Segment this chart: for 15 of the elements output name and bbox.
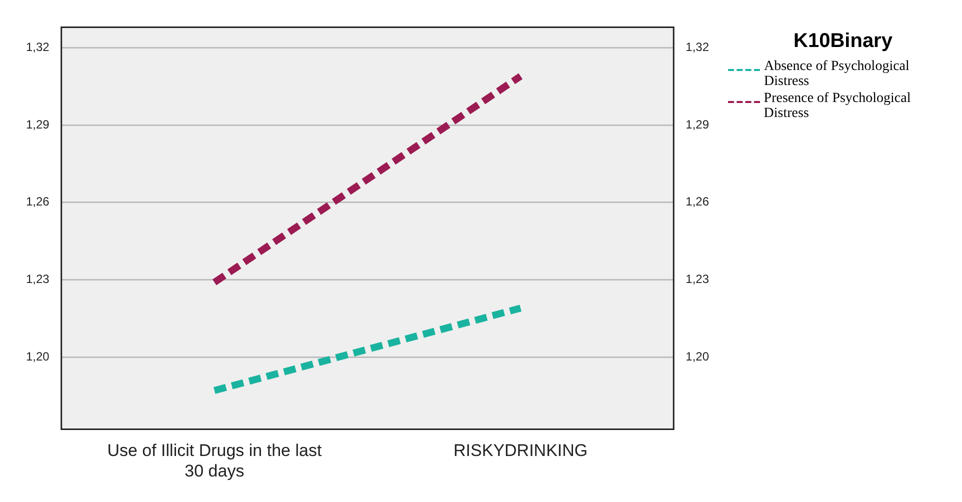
y2-tick-label: 1,23	[686, 272, 710, 286]
y-tick-label: 1,26	[26, 194, 50, 209]
y2-tick-label: 1,32	[686, 40, 710, 54]
y-tick-label: 1,23	[26, 272, 50, 286]
y-tick-label: 1,29	[26, 117, 50, 132]
y2-tick-label: 1,26	[686, 194, 710, 209]
y2-tick-label: 1,20	[686, 349, 710, 364]
y-tick-label: 1,20	[26, 349, 50, 364]
legend-label: Presence of Psychological Distress	[764, 91, 912, 121]
x-tick-label: RISKYDRINKING	[454, 441, 588, 460]
legend-title: K10Binary	[792, 30, 894, 53]
legend-label: Absence of Psychological Distress	[764, 59, 910, 89]
x-tick-label: Use of Illicit Drugs in the last 30 days	[107, 441, 322, 480]
y2-tick-label: 1,29	[686, 117, 710, 132]
y-tick-label: 1,32	[26, 40, 50, 54]
